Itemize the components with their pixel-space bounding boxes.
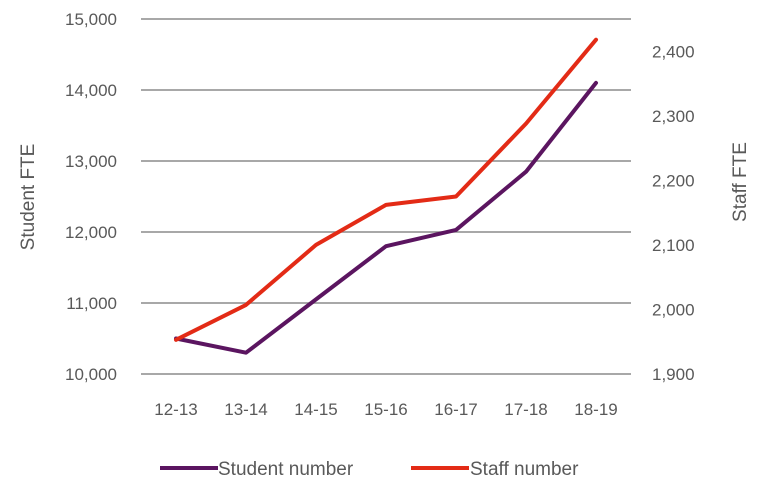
left-tick-label: 14,000 [65,81,117,100]
right-tick-label: 2,200 [652,171,695,190]
legend: Student number Staff number [160,459,579,479]
series-line-student [174,80,598,355]
right-tick-label: 2,300 [652,107,695,126]
legend-label-staff: Staff number [470,459,579,479]
left-axis-ticks: 10,000 11,000 12,000 13,000 14,000 15,000 [65,10,117,384]
x-tick-label: 12-13 [154,400,197,419]
x-tick-label: 13-14 [224,400,267,419]
left-tick-label: 11,000 [66,294,117,313]
x-axis-ticks: 12-13 13-14 14-15 15-16 16-17 17-18 18-19 [154,400,617,419]
series-line-staff [174,37,598,342]
gridlines [141,18,631,375]
x-tick-label: 16-17 [434,400,477,419]
x-tick-label: 14-15 [294,400,337,419]
x-tick-label: 18-19 [574,400,617,419]
right-axis-ticks: 1,900 2,000 2,100 2,200 2,300 2,400 [652,42,695,384]
legend-label-student: Student number [218,459,354,479]
left-tick-label: 15,000 [65,10,117,29]
left-tick-label: 13,000 [65,152,117,171]
left-tick-label: 10,000 [65,365,117,384]
series-lines [174,37,598,355]
x-tick-label: 15-16 [364,400,407,419]
right-tick-label: 1,900 [652,365,695,384]
x-tick-label: 17-18 [504,400,547,419]
left-axis-title: Student FTE [18,144,39,251]
left-tick-label: 12,000 [65,223,117,242]
right-axis-title: Staff FTE [730,142,751,222]
right-tick-label: 2,100 [652,236,695,255]
right-tick-label: 2,000 [652,300,695,319]
right-tick-label: 2,400 [652,42,695,61]
